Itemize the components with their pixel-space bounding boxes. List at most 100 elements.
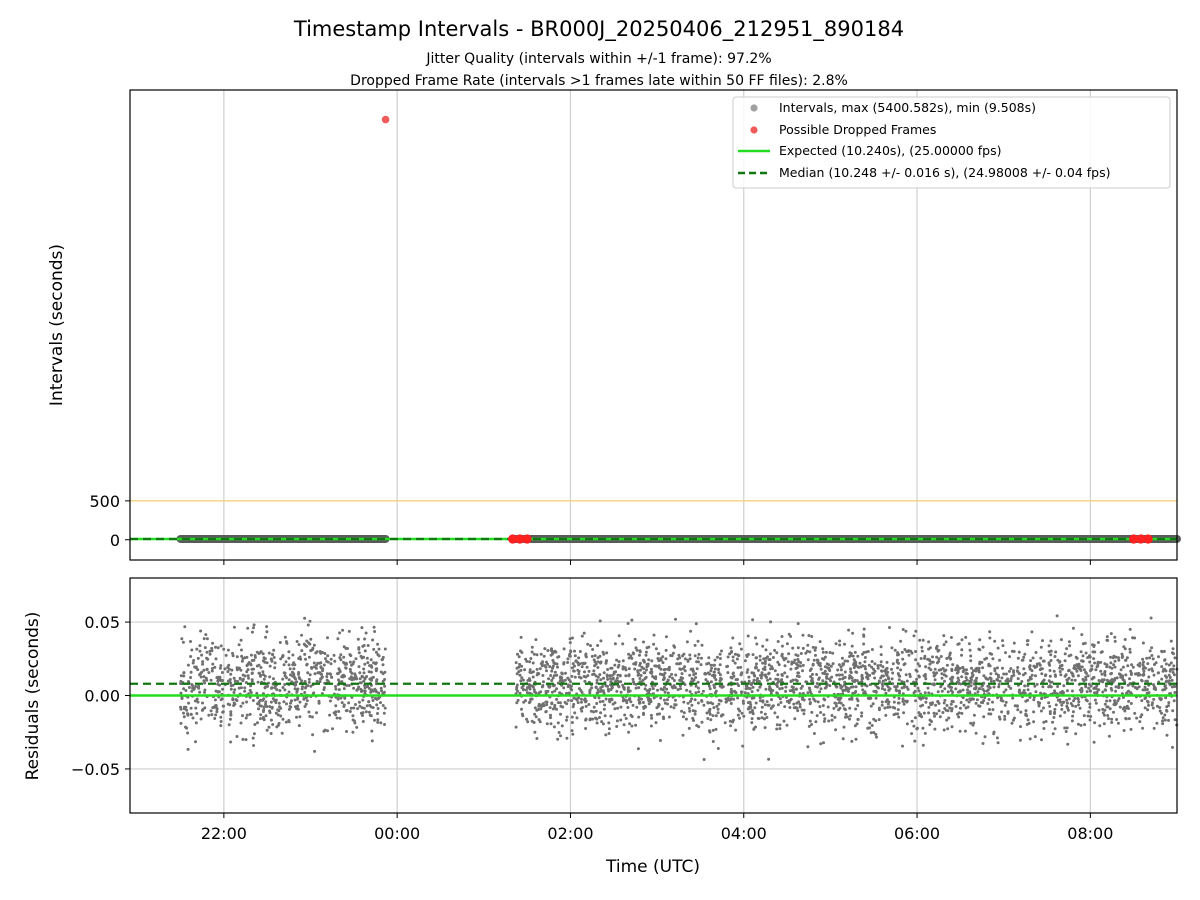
residual-point <box>1121 665 1125 669</box>
residual-point <box>701 689 705 693</box>
residual-point <box>731 655 735 659</box>
residual-point <box>249 653 253 657</box>
residual-point <box>559 712 562 716</box>
residual-point <box>1102 713 1106 717</box>
residual-point <box>573 664 576 668</box>
residual-point <box>955 664 959 668</box>
residual-point <box>1012 641 1016 645</box>
residual-point <box>257 707 260 711</box>
residual-point <box>927 640 931 644</box>
residual-point <box>927 647 931 651</box>
residual-point <box>951 663 955 667</box>
residual-point <box>1022 689 1026 692</box>
residual-point <box>259 674 262 678</box>
residual-point <box>652 642 656 646</box>
residual-point <box>581 706 585 709</box>
residual-point <box>1169 639 1173 643</box>
residual-point <box>1047 679 1051 683</box>
residual-point <box>773 669 777 673</box>
residual-point <box>1107 734 1111 738</box>
residual-point <box>277 701 281 705</box>
residual-point <box>555 673 559 677</box>
residual-point <box>1067 640 1071 644</box>
residual-point <box>287 650 291 654</box>
residual-point <box>1171 647 1175 651</box>
residual-point <box>1048 712 1052 716</box>
residual-point <box>535 653 539 657</box>
residual-point <box>960 653 963 657</box>
residual-point <box>881 684 885 688</box>
residual-point <box>599 661 602 665</box>
residual-point <box>243 674 247 678</box>
residual-point <box>1161 716 1165 720</box>
residual-point <box>974 679 978 683</box>
residual-point <box>872 667 875 671</box>
residual-point <box>1114 685 1118 689</box>
residual-point <box>528 691 532 695</box>
residual-point <box>295 715 298 719</box>
residual-point <box>736 666 740 670</box>
residual-point <box>694 676 698 679</box>
residual-point <box>1085 690 1089 694</box>
residual-point <box>677 653 681 657</box>
residual-point <box>1041 679 1045 683</box>
residual-point <box>606 668 610 671</box>
residual-point <box>269 732 273 735</box>
residual-point <box>614 670 618 674</box>
residual-point <box>274 711 278 715</box>
residual-point <box>838 677 842 681</box>
residuals-y-tick-label: 0.05 <box>84 613 120 632</box>
residual-point <box>281 654 285 657</box>
residual-point <box>897 689 901 693</box>
residual-point <box>690 703 694 707</box>
residual-point <box>985 689 989 693</box>
residual-point <box>935 712 939 716</box>
residual-point <box>219 644 223 648</box>
residual-point <box>970 666 973 670</box>
residual-point <box>1062 684 1066 688</box>
residual-point <box>1152 726 1156 730</box>
residual-point <box>816 659 820 663</box>
residual-point <box>910 719 914 723</box>
residual-point <box>203 688 207 692</box>
residual-point <box>1165 675 1169 679</box>
residual-point <box>1138 661 1142 665</box>
residual-point <box>985 656 989 660</box>
residual-point <box>708 707 712 711</box>
residual-point <box>179 674 183 678</box>
residual-point <box>950 725 954 729</box>
residual-point <box>189 676 193 679</box>
residual-point <box>1113 665 1117 669</box>
residual-point <box>868 721 872 725</box>
residual-point <box>256 680 260 684</box>
residual-point <box>711 702 715 706</box>
residual-point <box>1035 682 1039 686</box>
residual-point <box>1103 708 1107 712</box>
residual-point <box>232 704 236 707</box>
residual-point <box>283 635 287 639</box>
residual-point <box>860 684 864 688</box>
residual-point <box>631 651 635 655</box>
residual-point <box>766 678 769 682</box>
residual-point <box>756 668 760 672</box>
residual-point <box>545 660 548 664</box>
residual-point <box>329 662 333 666</box>
residual-point <box>900 650 904 654</box>
residual-point <box>946 690 950 694</box>
residual-point <box>808 697 812 701</box>
residual-point <box>957 642 961 646</box>
residual-point <box>1063 652 1067 656</box>
residual-point <box>300 633 304 637</box>
residual-point <box>821 650 825 654</box>
residual-point <box>369 658 373 662</box>
residual-point <box>901 657 905 661</box>
residual-point <box>568 641 572 645</box>
residual-point <box>238 677 242 681</box>
residual-point <box>627 673 631 677</box>
residual-point <box>1096 661 1100 665</box>
residual-point <box>1164 696 1168 700</box>
residual-point <box>866 675 870 679</box>
residual-point <box>1170 678 1174 682</box>
residual-point <box>1032 698 1036 702</box>
residual-point <box>1081 654 1085 658</box>
